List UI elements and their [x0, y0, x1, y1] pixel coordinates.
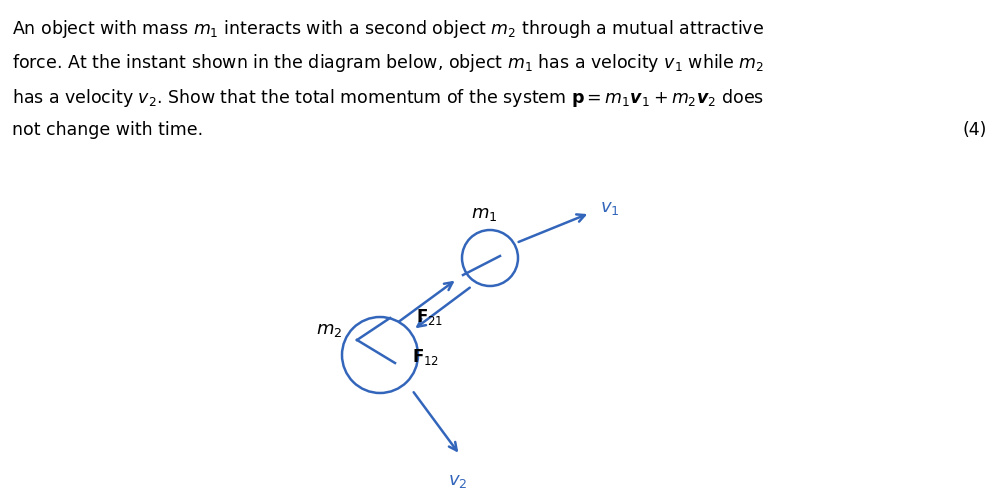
- Text: force. At the instant shown in the diagram below, object $m_1$ has a velocity $v: force. At the instant shown in the diagr…: [12, 53, 764, 74]
- Text: $m_1$: $m_1$: [471, 205, 498, 223]
- Text: $\mathbf{F}_{12}$: $\mathbf{F}_{12}$: [412, 347, 440, 367]
- Text: (4): (4): [963, 122, 987, 139]
- Text: An object with mass $m_1$ interacts with a second object $m_2$ through a mutual : An object with mass $m_1$ interacts with…: [12, 18, 764, 40]
- Text: $\mathit{v}_1$: $\mathit{v}_1$: [600, 199, 619, 217]
- Text: $\mathbf{F}_{21}$: $\mathbf{F}_{21}$: [416, 307, 444, 327]
- Text: has a velocity $v_2$. Show that the total momentum of the system $\mathbf{p} = m: has a velocity $v_2$. Show that the tota…: [12, 87, 764, 109]
- Text: $m_2$: $m_2$: [316, 321, 342, 339]
- Text: not change with time.: not change with time.: [12, 122, 203, 139]
- Text: $\mathit{v}_2$: $\mathit{v}_2$: [449, 472, 468, 490]
